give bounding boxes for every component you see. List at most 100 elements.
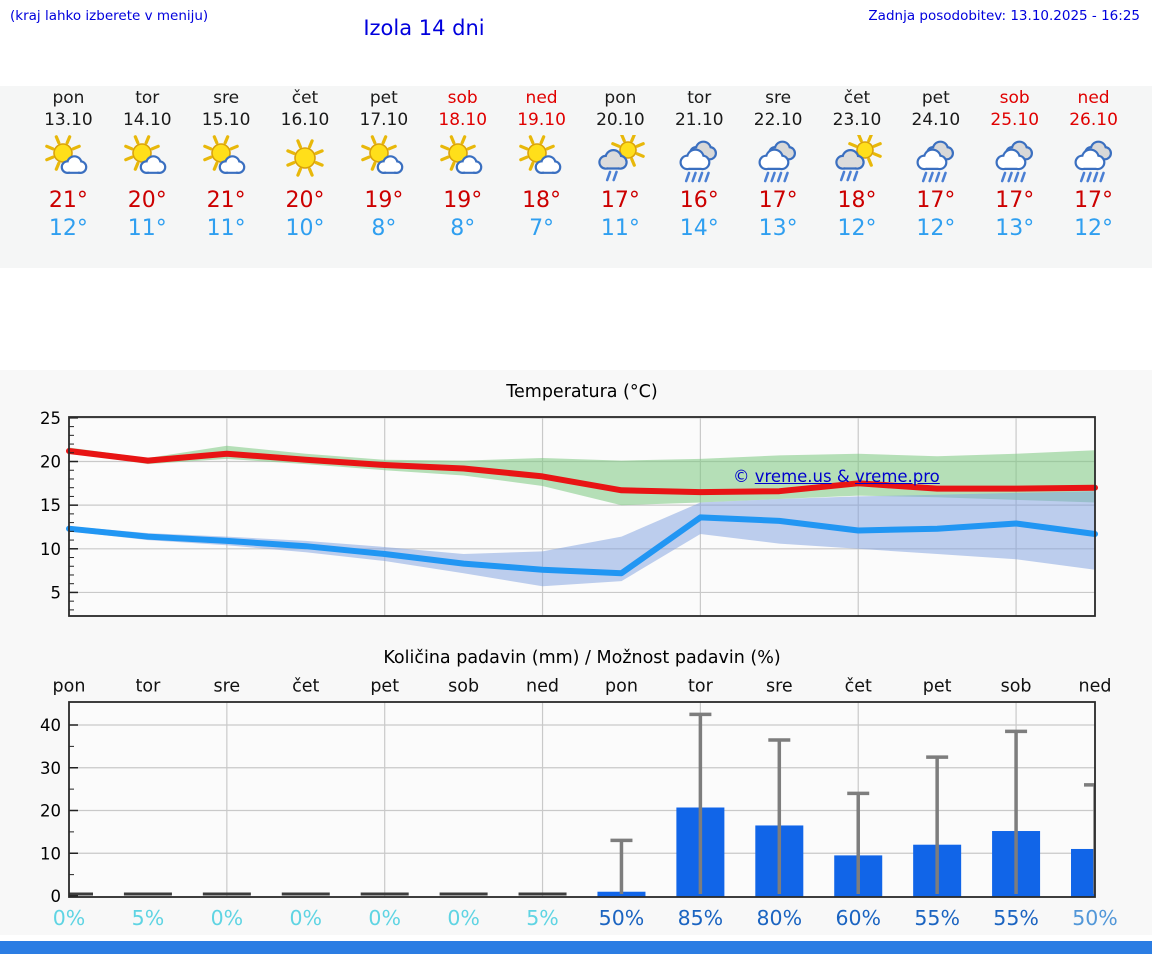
high-temp: 19° xyxy=(443,188,483,213)
precip-probability-label: 85% xyxy=(678,906,724,930)
forecast-day-16.10: čet 16.10 20° 10° xyxy=(266,88,345,241)
min-temp-uncertainty-band xyxy=(69,491,1095,587)
day-name: sob xyxy=(999,88,1030,108)
day-label: pet xyxy=(370,677,399,697)
forecast-day-21.10: tor 21.10 16° 14° xyxy=(660,88,739,241)
cloud-rain-icon xyxy=(989,135,1041,183)
sun-icon xyxy=(279,135,331,183)
forecast-day-15.10: sre 15.10 21° 11° xyxy=(187,88,266,241)
forecast-day-24.10: pet 24.10 17° 12° xyxy=(896,88,975,241)
precip-plot-border xyxy=(68,701,1096,898)
forecast-day-14.10: tor 14.10 20° 11° xyxy=(108,88,187,241)
cloud-rain-icon xyxy=(910,135,962,183)
sun-cloud-icon xyxy=(437,135,489,183)
day-label: tor xyxy=(136,677,162,697)
day-date: 16.10 xyxy=(280,110,330,130)
max-temp-line xyxy=(66,448,1098,496)
forecast-day-22.10: sre 22.10 17° 13° xyxy=(739,88,818,241)
high-temp: 18° xyxy=(522,188,562,213)
day-label: sob xyxy=(448,677,479,697)
temp-plot-border xyxy=(68,416,1096,617)
day-date: 24.10 xyxy=(911,110,961,130)
sun-cloud-rain-light-icon xyxy=(594,133,646,183)
day-date: 15.10 xyxy=(201,110,251,130)
precip-bars-group xyxy=(69,712,1095,897)
high-temp: 16° xyxy=(679,188,719,213)
low-temp: 12° xyxy=(1074,216,1114,241)
day-name: pon xyxy=(52,88,85,108)
day-name: čet xyxy=(291,88,319,108)
precip-bar xyxy=(1071,848,1095,897)
sun-cloud-icon xyxy=(42,135,94,183)
low-temp: 13° xyxy=(758,216,798,241)
day-name: sre xyxy=(213,88,240,108)
day-name: sre xyxy=(765,88,792,108)
y-axis-label: 5 xyxy=(51,583,62,602)
y-axis-label: 20 xyxy=(40,453,61,472)
watermark: © vreme.us & vreme.pro xyxy=(733,467,940,486)
forecast-strip-background xyxy=(0,86,1152,268)
precip-probability-label: 0% xyxy=(290,906,323,930)
forecast-day-23.10: čet 23.10 18° 12° xyxy=(818,88,897,241)
day-name: tor xyxy=(687,88,712,108)
forecast-day-25.10: sob 25.10 17° 13° xyxy=(975,88,1054,241)
day-date: 23.10 xyxy=(832,110,882,130)
watermark-link-vreme-us[interactable]: vreme.us xyxy=(754,467,832,486)
zero-precip-mark xyxy=(202,892,251,896)
high-temp: 19° xyxy=(364,188,404,213)
day-date: 17.10 xyxy=(359,110,409,130)
day-label: čet xyxy=(845,677,872,697)
zero-precip-mark xyxy=(518,892,567,896)
zero-precip-mark xyxy=(281,892,330,896)
day-name: ned xyxy=(525,88,558,108)
low-temp: 14° xyxy=(679,216,719,241)
precip-probability-label: 55% xyxy=(993,906,1039,930)
forecast-day-13.10: pon 13.10 21° 12° xyxy=(29,88,108,241)
low-temp: 8° xyxy=(450,216,476,241)
day-label: tor xyxy=(688,677,714,697)
low-temp: 7° xyxy=(529,216,555,241)
precip-probability-label: 60% xyxy=(835,906,881,930)
zero-precip-mark xyxy=(123,892,172,896)
low-temp: 12° xyxy=(48,216,88,241)
low-temp: 12° xyxy=(916,216,956,241)
watermark-link-vreme-pro[interactable]: vreme.pro xyxy=(854,467,940,486)
forecast-day-18.10: sob 18.10 19° 8° xyxy=(423,88,502,241)
y-axis-label: 15 xyxy=(40,496,61,515)
day-date: 22.10 xyxy=(753,110,803,130)
y-axis-label: 25 xyxy=(40,409,61,428)
day-date: 20.10 xyxy=(596,110,645,130)
day-label: čet xyxy=(292,677,319,697)
precipitation-chart: 0 10 20 30 40 pon tor sre čet pet sob ned pon tor sre č… xyxy=(40,677,1118,931)
forecast-day-17.10: pet 17.10 19° 8° xyxy=(344,88,423,241)
y-axis-label: 40 xyxy=(40,716,61,735)
forecast-day-20.10: pon 20.10 17° 11° xyxy=(581,88,660,241)
precip-probability-label: 55% xyxy=(914,906,960,930)
day-name: ned xyxy=(1077,88,1110,108)
sun-cloud-rain-icon xyxy=(831,133,883,183)
day-name: tor xyxy=(135,88,160,108)
y-axis-label: 10 xyxy=(40,540,61,559)
sun-cloud-icon xyxy=(200,135,252,183)
watermark-prefix: © xyxy=(733,467,755,486)
precip-probability-label: 0% xyxy=(447,906,480,930)
precip-probability-label: 5% xyxy=(132,906,165,930)
last-update-text: Zadnja posodobitev: 13.10.2025 - 16:25 xyxy=(868,8,1140,24)
y-axis-label: 30 xyxy=(40,759,61,778)
day-date: 19.10 xyxy=(517,110,566,130)
day-label: pet xyxy=(923,677,952,697)
cloud-rain-icon xyxy=(673,135,725,183)
zero-precip-mark xyxy=(360,892,409,896)
day-name: pet xyxy=(921,88,950,108)
forecast-strip: pon 13.10 21° 12° tor 14.10 20° 11° sre 15.10 21° 1… xyxy=(29,88,1133,241)
high-temp: 17° xyxy=(600,188,640,213)
precip-bar xyxy=(597,891,646,897)
precip-probability-label: 50% xyxy=(599,906,645,930)
day-date: 13.10 xyxy=(44,110,93,130)
day-name: sob xyxy=(447,88,478,108)
day-name: pon xyxy=(604,88,637,108)
high-temp: 20° xyxy=(285,188,325,213)
high-temp: 17° xyxy=(1074,188,1114,213)
footer-divider-bar xyxy=(0,941,1152,954)
day-date: 25.10 xyxy=(990,110,1040,130)
